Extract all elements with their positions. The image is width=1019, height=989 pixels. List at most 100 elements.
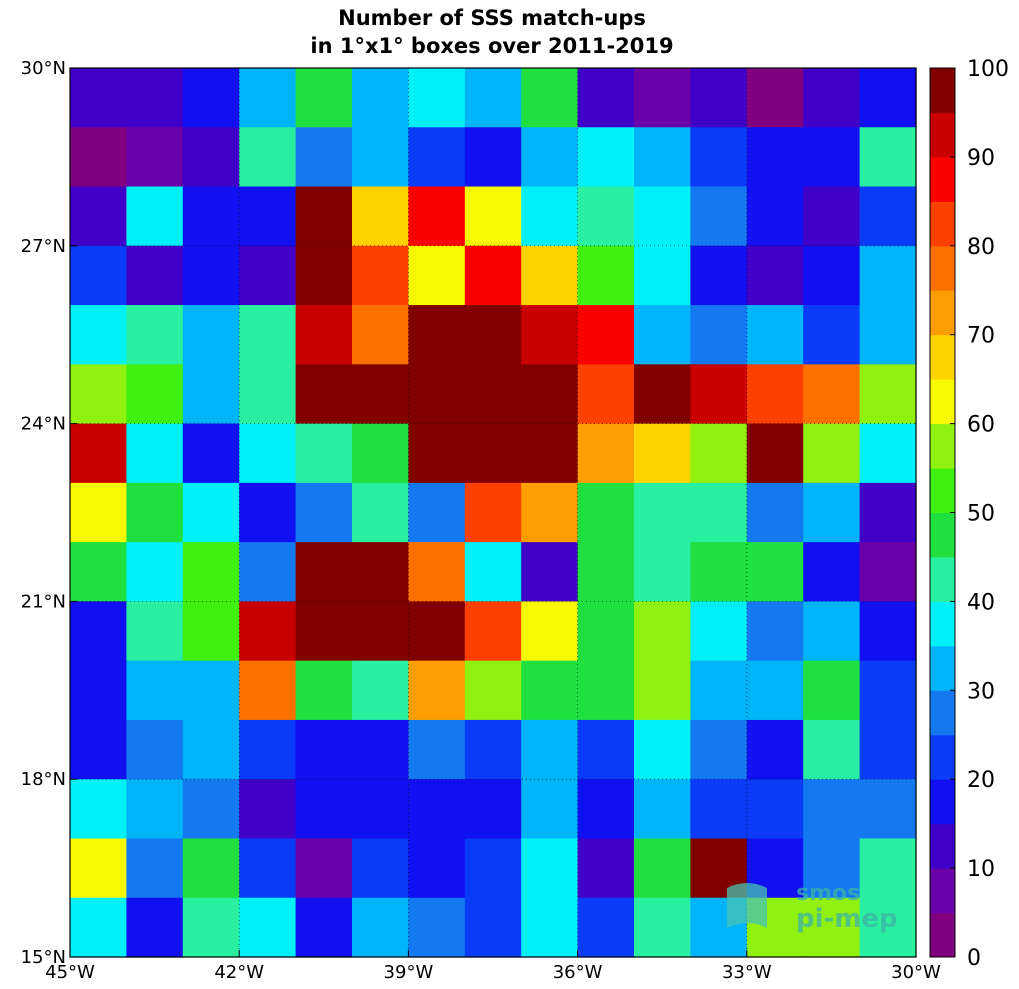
- heatmap-cell: [634, 897, 691, 958]
- colorbar-tick-label: 20: [967, 768, 995, 793]
- heatmap-cell: [464, 305, 522, 365]
- colorbar-segment: [930, 690, 955, 736]
- heatmap-cell: [295, 364, 353, 425]
- heatmap-cell: [352, 719, 409, 780]
- heatmap-cell: [746, 542, 804, 602]
- heatmap-cell: [690, 364, 748, 425]
- heatmap-cell: [464, 779, 522, 840]
- heatmap-cell: [634, 68, 691, 128]
- heatmap-cell: [690, 245, 748, 306]
- heatmap-cell: [634, 719, 691, 780]
- heatmap-cell: [352, 68, 409, 128]
- heatmap-cell: [70, 127, 127, 188]
- heatmap-cell: [352, 897, 409, 958]
- colorbar-segment: [930, 245, 955, 291]
- heatmap-cell: [803, 660, 861, 721]
- heatmap-cell: [352, 838, 409, 899]
- heatmap-cell: [408, 897, 466, 958]
- heatmap-cell: [408, 423, 466, 484]
- heatmap-cell: [859, 127, 917, 188]
- heatmap-cell: [521, 660, 579, 721]
- heatmap-cell: [182, 245, 240, 306]
- heatmap-cell: [295, 542, 353, 602]
- colorbar-segment: [930, 423, 955, 469]
- heatmap-cell: [803, 542, 861, 602]
- heatmap-cell: [464, 482, 522, 543]
- heatmap-cell: [521, 305, 579, 365]
- heatmap-cell: [70, 186, 127, 247]
- heatmap-cell: [182, 186, 240, 247]
- heatmap-cell: [577, 601, 635, 662]
- y-tick-label: 24°N: [21, 414, 66, 435]
- heatmap-cell: [859, 423, 917, 484]
- heatmap-cell: [577, 423, 635, 484]
- watermark-line1: smos: [796, 881, 860, 906]
- colorbar-tick-label: 50: [967, 502, 995, 527]
- colorbar-segment: [930, 201, 955, 247]
- heatmap-cell: [803, 127, 861, 188]
- heatmap-cell: [803, 186, 861, 247]
- y-tick-label: 18°N: [21, 769, 66, 790]
- heatmap-cell: [408, 660, 466, 721]
- heatmap-cell: [352, 127, 409, 188]
- colorbar-tick-label: 100: [967, 57, 1009, 82]
- heatmap-cell: [295, 68, 353, 128]
- colorbar-segment: [930, 734, 955, 780]
- heatmap-cell: [70, 719, 127, 780]
- plot-frame: [69, 67, 917, 958]
- heatmap-cell: [295, 838, 353, 899]
- heatmap-cell: [408, 127, 466, 188]
- heatmap-cell: [408, 542, 466, 602]
- heatmap-cell: [408, 186, 466, 247]
- colorbar-segment: [930, 379, 955, 425]
- heatmap-cell: [521, 482, 579, 543]
- x-axis: 45°W 42°W 39°W 36°W 33°W 30°W: [45, 950, 941, 983]
- heatmap-cell: [295, 601, 353, 662]
- heatmap-cell: [295, 779, 353, 840]
- heatmap-cell: [408, 838, 466, 899]
- heatmap-cell: [746, 719, 804, 780]
- heatmap-cell: [126, 68, 184, 128]
- heatmap-cell: [690, 68, 748, 128]
- colorbar-segment: [930, 556, 955, 602]
- heatmap-cell: [239, 186, 297, 247]
- heatmap-cell: [352, 186, 409, 247]
- heatmap-cell: [126, 897, 184, 958]
- heatmap-cell: [634, 186, 691, 247]
- heatmap-cell: [803, 897, 861, 958]
- heatmap-cell: [239, 305, 297, 365]
- heatmap-cell: [803, 482, 861, 543]
- heatmap-cell: [690, 305, 748, 365]
- heatmap-cell: [577, 779, 635, 840]
- heatmap-cell: [577, 482, 635, 543]
- heatmap-cell: [182, 601, 240, 662]
- heatmap-cell: [239, 601, 297, 662]
- heatmap-cell: [352, 364, 409, 425]
- heatmap-cell: [295, 897, 353, 958]
- heatmap-cell: [182, 68, 240, 128]
- colorbar-segment: [930, 912, 955, 958]
- x-tick-label: 45°W: [45, 962, 95, 983]
- heatmap-cell: [577, 68, 635, 128]
- heatmap-cell: [182, 364, 240, 425]
- heatmap-cell: [295, 719, 353, 780]
- heatmap-cell: [464, 423, 522, 484]
- heatmap-cell: [803, 423, 861, 484]
- heatmap-cell: [859, 245, 917, 306]
- heatmap-cell: [126, 542, 184, 602]
- heatmap-cell: [690, 719, 748, 780]
- heatmap-cell: [182, 779, 240, 840]
- heatmap-cell: [746, 601, 804, 662]
- heatmap-cell: [126, 838, 184, 899]
- colorbar-tick-label: 90: [967, 146, 995, 171]
- watermark-flag-icon: [727, 883, 767, 928]
- heatmap-cell: [408, 68, 466, 128]
- grid-lines: [70, 68, 916, 957]
- colorbar-tick-label: 70: [967, 324, 995, 349]
- heatmap-cell: [126, 779, 184, 840]
- heatmap-cell: [803, 779, 861, 840]
- heatmap-cell: [352, 245, 409, 306]
- heatmap-cell: [521, 186, 579, 247]
- y-tick-label: 27°N: [21, 236, 66, 257]
- colorbar-segment: [930, 645, 955, 691]
